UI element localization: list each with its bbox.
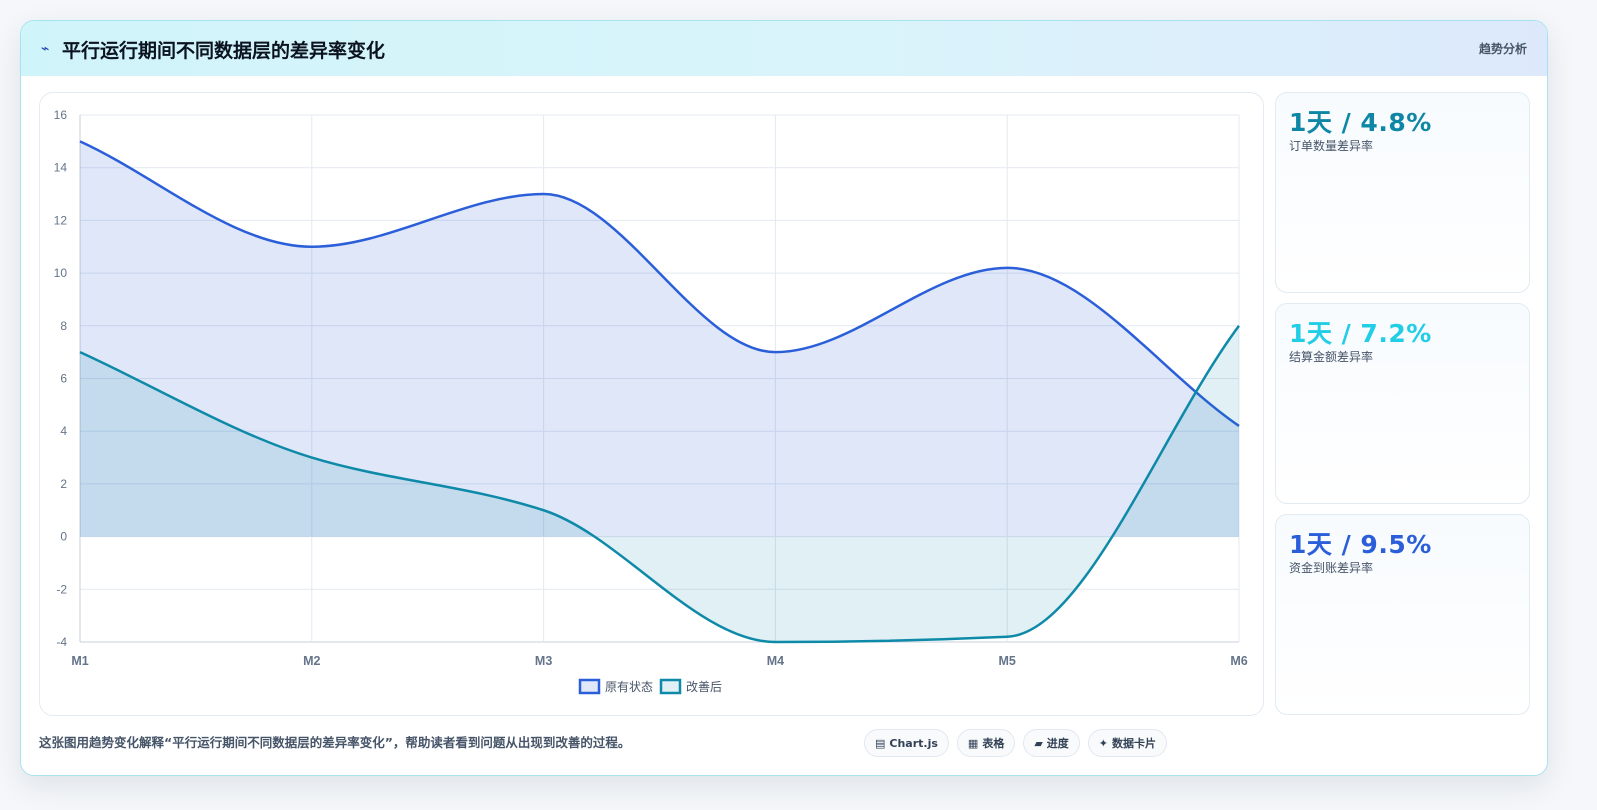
progress-icon: ▰: [1034, 736, 1043, 750]
legend-label: 原有状态: [605, 680, 653, 694]
x-tick-label: M3: [535, 654, 552, 668]
chart-description: 这张图用趋势变化解释“平行运行期间不同数据层的差异率变化”，帮助读者看到问题从出…: [39, 735, 631, 750]
chip-table[interactable]: ▦ 表格: [956, 729, 1016, 757]
kpi-value: 1天 / 7.2%: [1289, 319, 1432, 348]
chip-progress[interactable]: ▰ 进度: [1023, 729, 1080, 757]
chart-icon: ▤: [875, 736, 886, 750]
x-tick-label: M1: [71, 654, 88, 668]
y-tick-label: 8: [60, 319, 67, 333]
y-tick-label: 2: [60, 477, 67, 491]
y-tick-label: 4: [60, 424, 67, 438]
x-tick-label: M5: [999, 654, 1016, 668]
kpi-label: 资金到账差异率: [1289, 561, 1374, 575]
kpi-value: 1天 / 4.8%: [1289, 108, 1432, 137]
x-tick-label: M6: [1230, 654, 1247, 668]
sparkle-icon: ✦: [1098, 736, 1109, 750]
report-card: ⌁ 平行运行期间不同数据层的差异率变化 趋势分析 16 14 12 10 8 6 4 2 0 -2…: [20, 20, 1548, 776]
chip-label: 数据卡片: [1112, 737, 1157, 750]
table-icon: ▦: [967, 736, 979, 750]
series-area-0: [80, 141, 1239, 537]
legend-swatch: [578, 678, 601, 695]
x-tick-label: M4: [767, 654, 784, 668]
x-tick-label: M2: [303, 654, 320, 668]
kpi-value: 1天 / 9.5%: [1289, 530, 1432, 559]
chip-label: 进度: [1046, 737, 1069, 750]
card-title: 平行运行期间不同数据层的差异率变化: [62, 40, 386, 62]
legend-label: 改善后: [686, 679, 722, 694]
feature-chips: ▤ Chart.js ▦ 表格 ▰ 进度 ✦ 数据卡片: [864, 729, 1168, 757]
chip-data-card[interactable]: ✦ 数据卡片: [1087, 729, 1168, 757]
category-tag: 趋势分析: [1478, 42, 1527, 56]
y-tick-label: 14: [54, 161, 68, 175]
line-chart: 16 14 12 10 8 6 4 2 0 -2 -4 M1 M2 M3 M4 M5 M6 原有状态 改善后: [54, 108, 1248, 695]
chip-label: Chart.js: [889, 736, 938, 750]
chip-chartjs[interactable]: ▤ Chart.js: [864, 729, 949, 757]
series-line-1: [79, 325, 1241, 644]
legend-swatch: [659, 678, 682, 695]
y-tick-label: 10: [54, 266, 68, 280]
kpi-card-order-quantity: 1天 / 4.8% 订单数量差异率: [1275, 92, 1530, 293]
kpi-label: 结算金额差异率: [1289, 350, 1374, 364]
y-tick-label: -2: [56, 582, 67, 596]
y-tick-label: 0: [60, 530, 67, 544]
y-tick-label: 16: [54, 108, 68, 122]
y-tick-label: -4: [56, 635, 67, 649]
series-area-1: [80, 325, 1239, 642]
chip-label: 表格: [982, 737, 1005, 750]
y-tick-label: 6: [60, 372, 67, 386]
kpi-card-fund-arrival: 1天 / 9.5% 资金到账差异率: [1275, 514, 1530, 715]
y-tick-label: 12: [54, 213, 68, 227]
kpi-label: 订单数量差异率: [1289, 139, 1374, 153]
card-header: ⌁ 平行运行期间不同数据层的差异率变化 趋势分析: [21, 21, 1547, 76]
kpi-card-settlement-amount: 1天 / 7.2% 结算金额差异率: [1275, 303, 1530, 504]
chart-panel: 16 14 12 10 8 6 4 2 0 -2 -4 M1 M2 M3 M4 M5 M6 原有状态 改善后: [39, 92, 1264, 716]
bolt-icon: ⌁: [41, 41, 50, 57]
series-line-0: [79, 140, 1240, 427]
